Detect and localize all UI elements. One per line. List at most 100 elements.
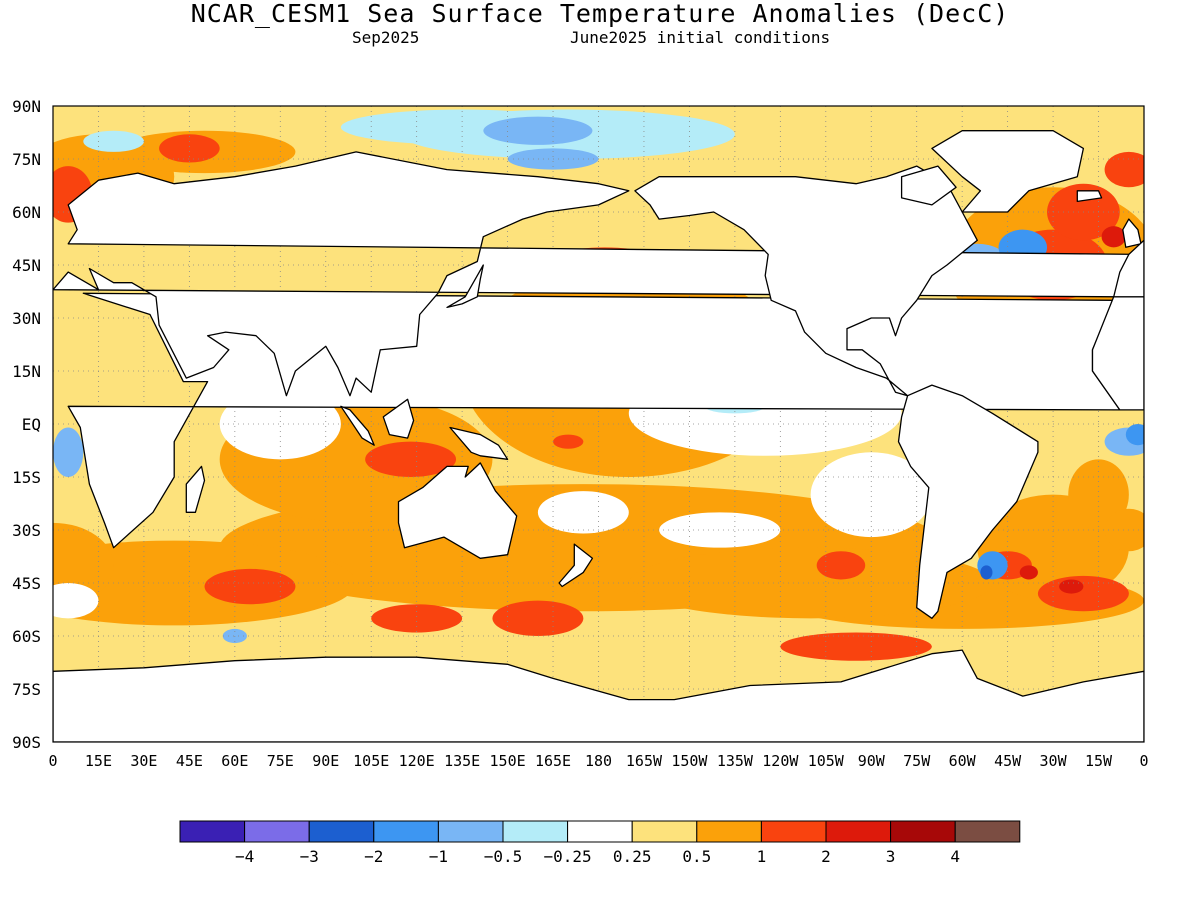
lon-label: 75W bbox=[903, 752, 931, 770]
lon-label: 0 bbox=[48, 752, 57, 770]
lon-label: 75E bbox=[267, 752, 294, 770]
anomaly-region-43 bbox=[483, 116, 593, 145]
anomaly-region-49 bbox=[980, 565, 993, 580]
lat-label: 45N bbox=[12, 256, 41, 275]
colorbar-swatch bbox=[437, 820, 504, 843]
map-title: NCAR_CESM1 Sea Surface Temperature Anoma… bbox=[190, 0, 1010, 28]
anomaly-region-25 bbox=[371, 604, 463, 633]
lon-label: 135E bbox=[444, 752, 480, 770]
lon-label: 15E bbox=[85, 752, 112, 770]
lat-label: 45S bbox=[12, 574, 41, 593]
landmass-north-america bbox=[634, 165, 978, 397]
colorbar-label: 0.25 bbox=[613, 847, 652, 866]
lon-label: 165E bbox=[535, 752, 571, 770]
colorbar-swatch bbox=[696, 820, 762, 843]
lon-label: 120E bbox=[399, 752, 435, 770]
lon-label: 105W bbox=[808, 752, 845, 770]
landmass-africa-west bbox=[1091, 296, 1144, 411]
anomaly-region-35 bbox=[1104, 508, 1144, 552]
lon-label: 180 bbox=[585, 752, 612, 770]
anomaly-region-20 bbox=[365, 441, 457, 478]
lat-label: 90N bbox=[12, 97, 41, 116]
colorbar-swatch bbox=[244, 820, 310, 843]
colorbar: −4 −3 −2 −1 −0.5 −0.25 0.25 0.5 1 2 3 4 bbox=[179, 820, 1021, 866]
lon-label: 165W bbox=[626, 752, 663, 770]
anomaly-region-28 bbox=[1037, 575, 1129, 612]
anomaly-region-24 bbox=[204, 568, 296, 605]
colorbar-label: −1 bbox=[429, 847, 448, 866]
landmass-sumatra bbox=[340, 405, 375, 446]
lon-label: 30W bbox=[1040, 752, 1068, 770]
landmass-greenland bbox=[931, 130, 1085, 213]
colorbar-swatch bbox=[502, 820, 569, 843]
anomaly-region-16 bbox=[659, 512, 781, 548]
colorbar-label: −2 bbox=[364, 847, 383, 866]
colorbar-label: −0.5 bbox=[484, 847, 523, 866]
landmass-europe-west bbox=[1112, 239, 1144, 298]
anomaly-region-15 bbox=[537, 491, 629, 534]
longitude-labels: 0 15E 30E 45E 60E 75E 90E 105E 120E 135E 150E 165E 1… bbox=[48, 752, 1148, 770]
lat-label: 90S bbox=[12, 733, 41, 752]
lon-label: 150E bbox=[490, 752, 526, 770]
anomaly-region-18 bbox=[53, 583, 99, 619]
anomaly-region-38 bbox=[1059, 579, 1084, 594]
colorbar-swatch bbox=[760, 820, 827, 843]
colorbar-label: 0.5 bbox=[682, 847, 711, 866]
lat-label: 30S bbox=[12, 521, 41, 540]
landmass-australia bbox=[397, 462, 518, 559]
landmass-new-zealand bbox=[558, 543, 594, 588]
lat-label: 60S bbox=[12, 627, 41, 646]
lon-label: 90W bbox=[858, 752, 886, 770]
lon-label: 0 bbox=[1139, 752, 1148, 770]
colorbar-swatch bbox=[825, 820, 892, 843]
valid-time-label: Sep2025 bbox=[352, 28, 420, 47]
lat-label: 75S bbox=[12, 680, 41, 699]
anomaly-region-33 bbox=[816, 551, 866, 580]
anomaly-region-27 bbox=[780, 632, 932, 661]
lon-label: 135W bbox=[717, 752, 754, 770]
lat-label: EQ bbox=[22, 415, 41, 434]
lon-label: 60E bbox=[221, 752, 248, 770]
anomaly-region-40 bbox=[1101, 226, 1126, 248]
colorbar-label: −4 bbox=[235, 847, 254, 866]
landmass-eurasia bbox=[53, 151, 1139, 397]
colorbar-swatch bbox=[373, 820, 439, 843]
landmass-iceland bbox=[1076, 190, 1103, 203]
landmass-new-guinea bbox=[449, 426, 509, 460]
lat-label: 15S bbox=[12, 468, 41, 487]
lat-label: 30N bbox=[12, 309, 41, 328]
anomaly-region-30 bbox=[1104, 151, 1144, 188]
lon-label: 60W bbox=[949, 752, 977, 770]
landmass-antarctica bbox=[53, 649, 1144, 742]
lon-label: 45W bbox=[994, 752, 1022, 770]
colorbar-swatch bbox=[567, 820, 633, 843]
init-conditions-label: June2025 initial conditions bbox=[570, 28, 831, 47]
coastlines bbox=[53, 130, 1144, 742]
latitude-labels: 90N 75N 60N 45N 30N 15N EQ 15S 30S 45S 60S 75S 90S bbox=[12, 97, 41, 752]
colorbar-label: −0.25 bbox=[544, 847, 592, 866]
colorbar-label: 4 bbox=[950, 847, 960, 866]
anomaly-region-55 bbox=[83, 130, 144, 152]
colorbar-label: 3 bbox=[886, 847, 896, 866]
lon-label: 30E bbox=[130, 752, 157, 770]
colorbar-swatch bbox=[954, 820, 1021, 843]
anomaly-region-50 bbox=[53, 427, 84, 477]
anomaly-region-32 bbox=[553, 434, 584, 449]
lon-label: 45E bbox=[176, 752, 203, 770]
anomaly-region-31 bbox=[159, 134, 220, 163]
lon-label: 120W bbox=[762, 752, 799, 770]
colorbar-label: 1 bbox=[757, 847, 767, 866]
lon-label: 150W bbox=[671, 752, 708, 770]
landmass-uk bbox=[1122, 218, 1142, 248]
landmass-baffin bbox=[900, 165, 957, 206]
landmass-borneo bbox=[382, 398, 415, 439]
colorbar-label: −3 bbox=[300, 847, 319, 866]
lon-label: 15W bbox=[1085, 752, 1113, 770]
anomaly-region-10 bbox=[628, 547, 993, 619]
anomaly-region-52 bbox=[1125, 424, 1144, 446]
lat-label: 75N bbox=[12, 150, 41, 169]
landmass-madagascar bbox=[185, 465, 206, 513]
anomaly-region-39 bbox=[1019, 565, 1038, 580]
map-frame bbox=[52, 105, 1145, 743]
